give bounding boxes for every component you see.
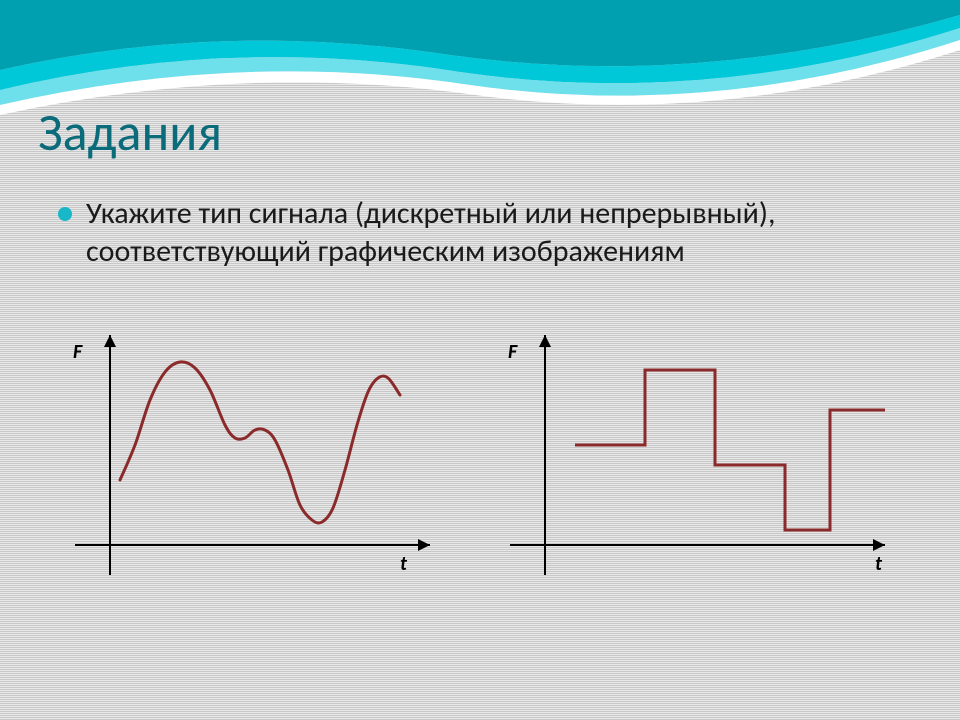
bullet-item: Укажите тип сигнала (дискретный или непр… xyxy=(58,195,898,270)
x-axis-label: t xyxy=(400,552,407,576)
slide: Задания Укажите тип сигнала (дискретный … xyxy=(0,0,960,720)
bullet-list: Укажите тип сигнала (дискретный или непр… xyxy=(58,195,898,270)
slide-title: Задания xyxy=(38,100,222,164)
bullet-marker-icon xyxy=(58,207,72,221)
charts-container: F t F t xyxy=(60,330,900,610)
x-axis-label: t xyxy=(875,552,882,576)
chart-right-svg xyxy=(495,330,900,610)
y-axis-label: F xyxy=(73,340,82,364)
bullet-text: Укажите тип сигнала (дискретный или непр… xyxy=(86,195,898,270)
y-axis-label: F xyxy=(508,340,517,364)
chart-continuous: F t xyxy=(60,330,465,610)
chart-discrete: F t xyxy=(495,330,900,610)
